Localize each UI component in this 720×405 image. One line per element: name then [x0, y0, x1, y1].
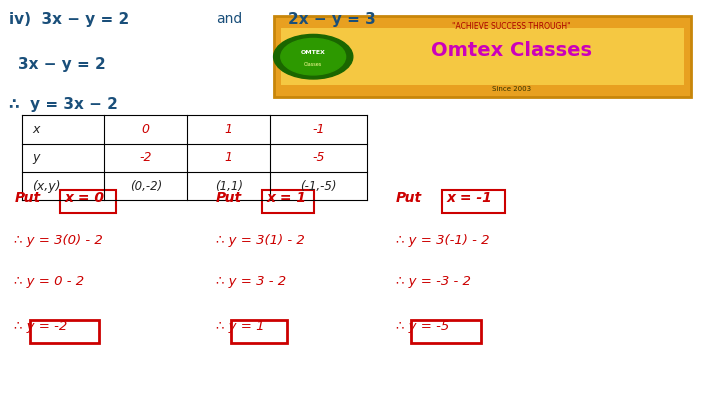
Circle shape [281, 38, 346, 75]
Text: (x,y): (x,y) [32, 180, 61, 193]
Text: x: x [32, 123, 40, 136]
Text: 2x − y = 3: 2x − y = 3 [288, 12, 376, 27]
Text: (-1,-5): (-1,-5) [300, 180, 337, 193]
Text: ∴ y = 3(-1) - 2: ∴ y = 3(-1) - 2 [396, 234, 490, 247]
Text: Omtex Classes: Omtex Classes [431, 41, 592, 60]
Circle shape [274, 34, 353, 79]
Text: 0: 0 [142, 123, 150, 136]
Text: ∴ y = 0 - 2: ∴ y = 0 - 2 [14, 275, 84, 288]
Text: ∴ y = 3(0) - 2: ∴ y = 3(0) - 2 [14, 234, 103, 247]
Text: ∴ y = 3 - 2: ∴ y = 3 - 2 [216, 275, 286, 288]
Text: ∴ y = -3 - 2: ∴ y = -3 - 2 [396, 275, 471, 288]
Text: 3x − y = 2: 3x − y = 2 [18, 57, 106, 72]
Text: Put: Put [14, 192, 40, 205]
Text: -5: -5 [312, 151, 325, 164]
Text: -2: -2 [140, 151, 152, 164]
Text: (1,1): (1,1) [215, 180, 243, 193]
Text: "ACHIEVE SUCCESS THROUGH": "ACHIEVE SUCCESS THROUGH" [452, 22, 570, 31]
Text: Classes: Classes [304, 62, 323, 67]
Text: ∴ y = 3(1) - 2: ∴ y = 3(1) - 2 [216, 234, 305, 247]
Text: x = -1: x = -1 [446, 192, 492, 205]
Text: x = 0: x = 0 [65, 192, 105, 205]
Text: (0,-2): (0,-2) [130, 180, 162, 193]
Text: ∴ y = 1: ∴ y = 1 [216, 320, 264, 333]
Text: ∴ y = -5: ∴ y = -5 [396, 320, 449, 333]
Text: -1: -1 [312, 123, 325, 136]
Text: iv)  3x − y = 2: iv) 3x − y = 2 [9, 12, 129, 27]
Text: Since 2003: Since 2003 [492, 86, 531, 92]
Text: y: y [32, 151, 40, 164]
Text: 1: 1 [225, 123, 233, 136]
Text: ∴  y = 3x − 2: ∴ y = 3x − 2 [9, 97, 117, 112]
FancyBboxPatch shape [274, 16, 691, 97]
FancyBboxPatch shape [281, 28, 684, 85]
Text: x = 1: x = 1 [266, 192, 307, 205]
Text: 1: 1 [225, 151, 233, 164]
Text: OMTEX: OMTEX [301, 50, 325, 55]
Text: ∴ y = -2: ∴ y = -2 [14, 320, 68, 333]
Text: and: and [216, 12, 242, 26]
Text: Put: Put [396, 192, 422, 205]
Text: Put: Put [216, 192, 242, 205]
